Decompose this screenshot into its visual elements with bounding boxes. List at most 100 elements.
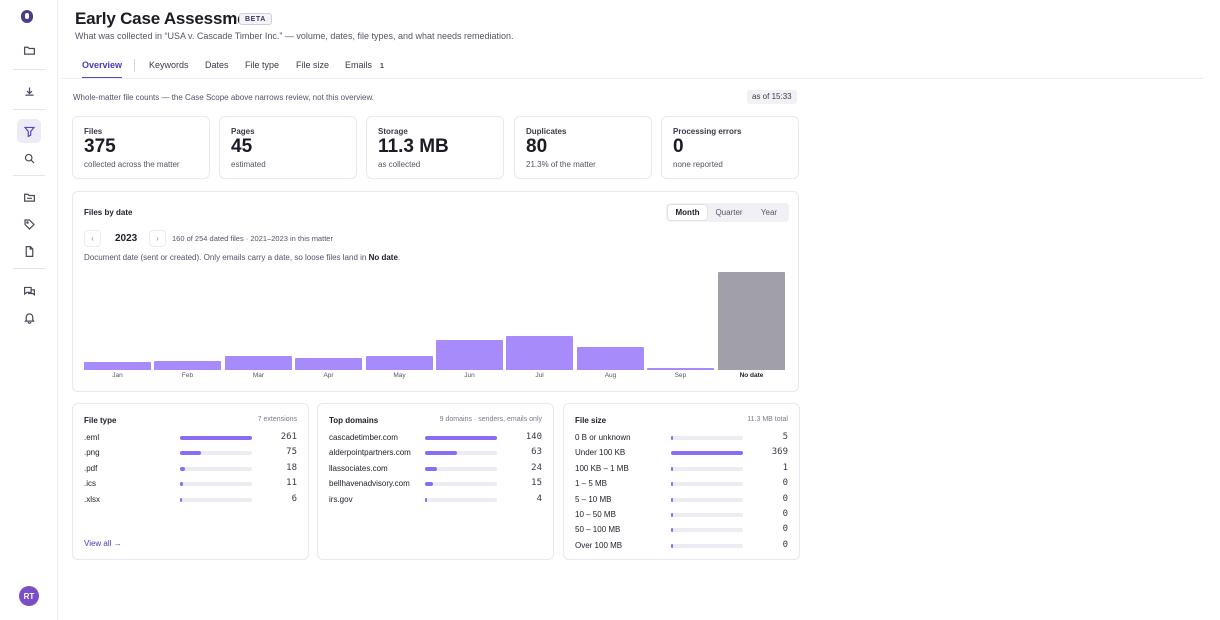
row-bar-fill: [425, 497, 428, 502]
next-year-button[interactable]: ›: [149, 230, 166, 247]
filter-icon[interactable]: [17, 119, 41, 143]
list-item[interactable]: Over 100 MB 0: [575, 540, 788, 552]
row-bar-fill: [671, 451, 743, 456]
tab-file-type[interactable]: File type: [245, 60, 280, 70]
list-item[interactable]: cascadetimber.com 140: [329, 432, 542, 444]
row-label: irs.gov: [329, 494, 353, 504]
row-bar-fill: [180, 436, 252, 440]
row-bar-track: [180, 466, 252, 471]
tab-overview[interactable]: Overview: [82, 52, 123, 79]
date-note: Document date (sent or created). Only em…: [84, 253, 400, 262]
row-label: Under 100 KB: [575, 448, 626, 458]
avatar[interactable]: RT: [19, 586, 39, 606]
row-bar-track: [671, 482, 743, 487]
row-bar-fill: [425, 451, 458, 456]
tab-keywords[interactable]: Keywords: [149, 60, 189, 70]
top-domains-title: Top domains: [329, 416, 379, 425]
bar-jul[interactable]: [506, 336, 573, 370]
rail-divider: [13, 175, 45, 176]
row-count: 63: [531, 447, 542, 458]
list-item[interactable]: 1 – 5 MB 0: [575, 478, 788, 490]
stat-card-storage: Storage 11.3 MB as collected: [366, 116, 504, 179]
row-bar-track: [180, 436, 252, 440]
row-label: alderpointpartners.com: [329, 448, 411, 458]
row-label: Over 100 MB: [575, 540, 623, 550]
row-label: 10 – 50 MB: [575, 510, 616, 519]
list-item[interactable]: bellhavenadvisory.com 15: [329, 478, 542, 490]
tab-divider: [134, 59, 135, 72]
bell-icon[interactable]: [17, 305, 41, 329]
list-item[interactable]: llassociates.com 24: [329, 463, 542, 475]
rail-divider: [13, 268, 45, 269]
row-bar-fill: [671, 497, 673, 502]
bar-no-date[interactable]: [718, 272, 785, 370]
document-icon[interactable]: [17, 239, 41, 263]
row-count: 0: [782, 478, 788, 489]
list-item[interactable]: .png 75: [84, 447, 297, 459]
list-item[interactable]: 50 – 100 MB 0: [575, 524, 788, 536]
row-label: 0 B or unknown: [575, 433, 631, 442]
x-tick-label: Jan: [112, 372, 123, 379]
list-item[interactable]: .ics 11: [84, 478, 297, 490]
bar-feb[interactable]: [154, 361, 221, 370]
granularity-month[interactable]: Month: [668, 205, 707, 220]
row-count: 0: [782, 493, 788, 504]
row-label: cascadetimber.com: [329, 433, 398, 442]
row-bar-track: [671, 528, 743, 533]
row-bar-track: [671, 466, 743, 471]
tab-dates[interactable]: Dates: [205, 60, 229, 70]
stat-label: Storage: [378, 127, 408, 136]
row-label: 1 – 5 MB: [575, 479, 608, 489]
app-logo-icon[interactable]: [21, 10, 33, 23]
bar-jun[interactable]: [436, 340, 503, 370]
row-count: 261: [280, 432, 297, 442]
top-domains-meta: 9 domains · senders, emails only: [439, 416, 542, 423]
as-of-badge: as of 15:33: [747, 90, 797, 104]
row-label: 5 – 10 MB: [575, 494, 612, 504]
folder-icon[interactable]: [17, 38, 41, 62]
prev-year-button[interactable]: ‹: [84, 230, 101, 247]
row-bar-track: [671, 513, 743, 517]
tab-emails[interactable]: Emails 1: [345, 52, 384, 78]
row-count: 24: [531, 462, 542, 473]
granularity-year[interactable]: Year: [760, 208, 778, 217]
tag-icon[interactable]: [17, 212, 41, 236]
list-item[interactable]: 10 – 50 MB 0: [575, 509, 788, 521]
bar-mar[interactable]: [225, 356, 292, 370]
row-count: 75: [286, 447, 297, 458]
bar-apr[interactable]: [295, 358, 362, 370]
row-count: 1: [782, 462, 788, 473]
x-tick-label: Feb: [181, 372, 194, 379]
bar-aug[interactable]: [577, 347, 644, 370]
list-item[interactable]: 100 KB – 1 MB 1: [575, 463, 788, 475]
row-count: 0: [782, 539, 788, 550]
list-item[interactable]: .pdf 18: [84, 463, 297, 475]
bar-may[interactable]: [366, 356, 433, 370]
list-item[interactable]: .eml 261: [84, 432, 297, 444]
stat-label: Duplicates: [526, 127, 567, 136]
granularity-quarter[interactable]: Quarter: [715, 208, 743, 217]
search-icon[interactable]: [17, 146, 41, 170]
row-bar-fill: [425, 482, 433, 487]
list-item[interactable]: 0 B or unknown 5: [575, 432, 788, 444]
list-item[interactable]: alderpointpartners.com 63: [329, 447, 542, 459]
download-icon[interactable]: [17, 79, 41, 103]
stat-value: 0: [673, 136, 684, 157]
row-label: 100 KB – 1 MB: [575, 463, 629, 473]
tab-file-size[interactable]: File size: [296, 60, 330, 70]
files-by-date-chart: [84, 272, 788, 370]
folder-tray-icon[interactable]: [17, 185, 41, 209]
stat-label: Files: [84, 127, 103, 136]
view-all-link[interactable]: View all →: [84, 539, 122, 548]
chat-icon[interactable]: [17, 279, 41, 303]
bar-jan[interactable]: [84, 362, 151, 370]
bar-sep[interactable]: [647, 368, 714, 370]
file-type-card: File type 7 extensions .eml 261 .png 75 .pdf…: [72, 403, 309, 560]
row-bar-fill: [425, 436, 497, 440]
list-item[interactable]: .xlsx 6: [84, 494, 297, 506]
list-item[interactable]: 5 – 10 MB 0: [575, 494, 788, 506]
row-bar-fill: [671, 513, 673, 517]
list-item[interactable]: Under 100 KB 369: [575, 447, 788, 459]
row-bar-fill: [671, 482, 673, 487]
list-item[interactable]: irs.gov 4: [329, 494, 542, 506]
